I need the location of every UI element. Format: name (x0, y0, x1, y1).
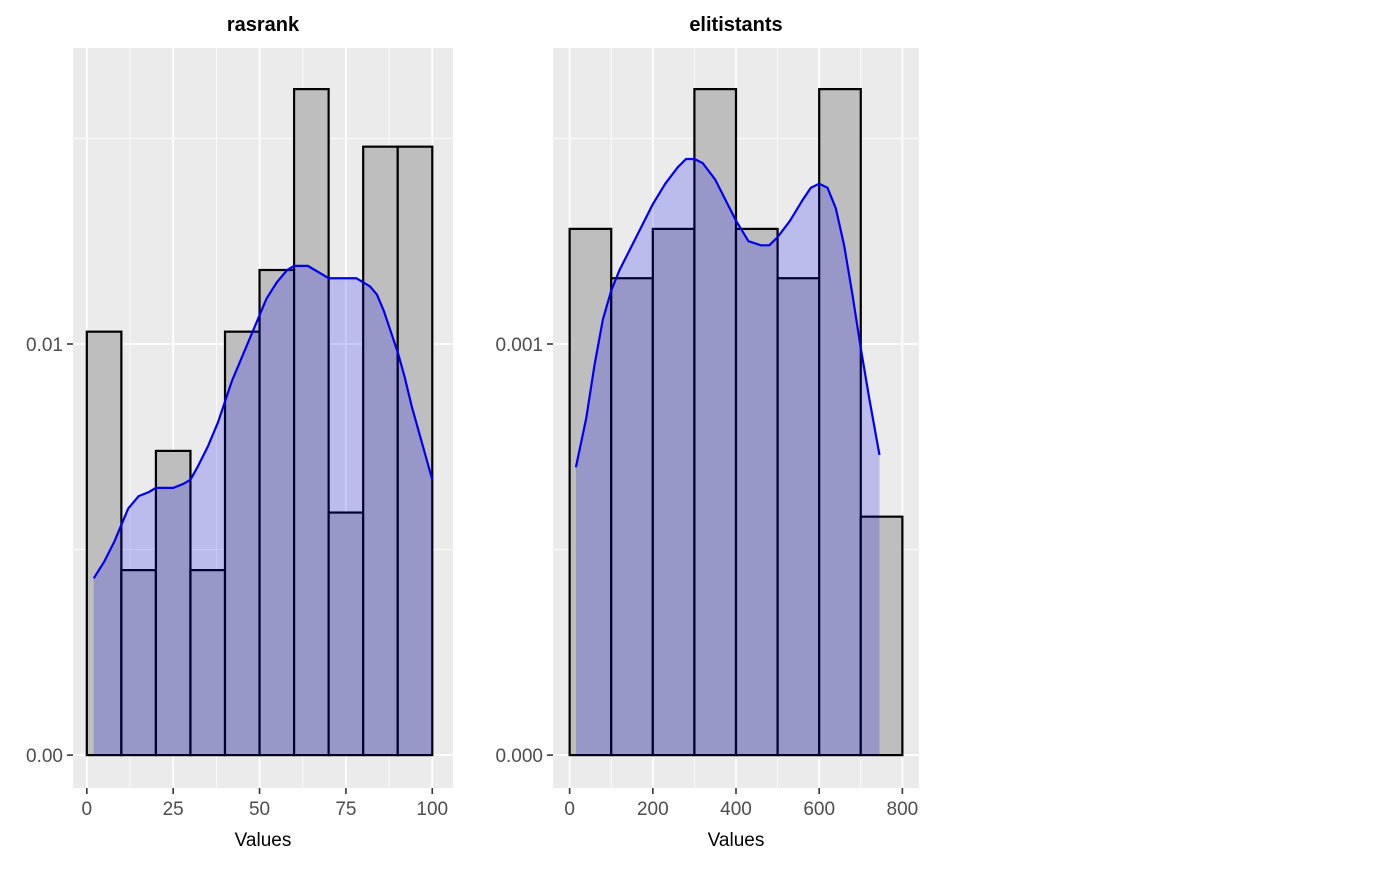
density-line (92, 264, 434, 579)
y-tick-label: 0.001 (495, 335, 543, 356)
histogram-panel-elitistants: elitistants 0.000 0.001 0 200 400 600 800 Values (495, 14, 919, 851)
histogram-panel-rasrank: rasrank 0.00 0.01 0 25 50 75 100 Values (26, 14, 453, 851)
histogram-bar (154, 449, 192, 757)
x-axis-label: Values (235, 830, 292, 851)
x-tick-label: 25 (163, 799, 184, 820)
histogram-bar (651, 227, 696, 757)
histogram-bar (693, 88, 738, 757)
histogram-bar (362, 145, 399, 757)
y-tick-label: 0.01 (26, 335, 63, 356)
x-tick-label: 200 (637, 799, 669, 820)
x-tick-label: 50 (249, 799, 270, 820)
histogram-bar (818, 88, 862, 757)
x-tick-label: 75 (335, 799, 356, 820)
histogram-bar (120, 569, 158, 757)
density-area (575, 159, 880, 756)
x-tick-label: 400 (720, 799, 752, 820)
histogram-bar (327, 511, 365, 757)
x-tick-label: 0 (564, 799, 575, 820)
histogram-bar (734, 227, 779, 757)
y-tick-label: 0.00 (26, 746, 63, 767)
density-area (93, 265, 433, 756)
x-tick-label: 800 (887, 799, 919, 820)
histogram-bar (859, 515, 904, 757)
histogram-bar (223, 330, 261, 757)
y-tick-label: 0.000 (495, 746, 543, 767)
x-tick-label: 600 (803, 799, 835, 820)
histogram-bar (85, 330, 123, 757)
density-line (574, 157, 881, 468)
histogram-bar (396, 145, 434, 757)
histogram-bar (776, 277, 821, 757)
histogram-bar (292, 88, 330, 757)
chart-title: rasrank (227, 14, 300, 36)
histogram-bar (610, 277, 654, 757)
x-axis-label: Values (708, 830, 765, 851)
chart-title: elitistants (689, 14, 782, 36)
histogram-bar (258, 268, 296, 757)
x-tick-label: 0 (82, 799, 93, 820)
x-tick-label: 100 (416, 799, 448, 820)
